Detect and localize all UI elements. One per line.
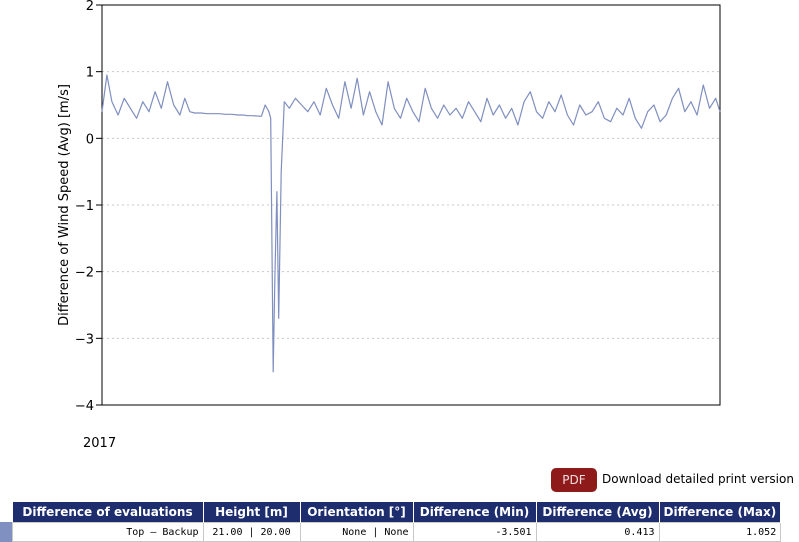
y-tick-label: 1: [86, 66, 94, 81]
pdf-download-button[interactable]: PDF: [551, 468, 597, 492]
table-header-row: Difference of evaluations Height [m] Ori…: [12, 502, 782, 523]
cell-evaluation: Top – Backup: [12, 522, 204, 542]
results-table: Difference of evaluations Height [m] Ori…: [12, 502, 782, 542]
y-tick-label: −4: [75, 399, 94, 414]
line-chart: −4 −3 −2 −1 0 1 2 Difference of Wind Speed (Av…: [57, 0, 721, 414]
y-tick-label: −2: [75, 266, 94, 281]
x-axis-year-label: 2017: [83, 436, 117, 451]
table-row: Top – Backup 21.00 | 20.00 None | None -…: [12, 522, 782, 542]
header-difference-avg: Difference (Avg): [536, 502, 660, 523]
header-difference-of-evaluations: Difference of evaluations: [12, 502, 204, 523]
header-difference-max: Difference (Max): [659, 502, 782, 523]
series-layer: [101, 74, 721, 373]
header-orientation: Orientation [°]: [300, 502, 414, 523]
cell-height: 21.00 | 20.00: [202, 522, 301, 542]
y-axis-label: Difference of Wind Speed (Avg) [m/s]: [57, 84, 72, 326]
y-tick-label: 0: [86, 132, 94, 147]
series-line-0: [101, 74, 721, 373]
cell-difference-max: 1.052: [658, 522, 782, 542]
grid-lines: [102, 71, 720, 339]
cell-difference-min: -3.501: [412, 522, 537, 542]
y-tick-label: −1: [75, 199, 94, 214]
pdf-download-text[interactable]: Download detailed print version: [602, 472, 794, 486]
header-difference-min: Difference (Min): [413, 502, 537, 523]
cell-orientation: None | None: [299, 522, 414, 542]
y-axis-ticks: −4 −3 −2 −1 0 1 2: [75, 0, 102, 414]
cell-difference-avg: 0.413: [535, 522, 660, 542]
header-height: Height [m]: [203, 502, 301, 523]
row-color-marker: [0, 522, 12, 542]
y-tick-label: −3: [75, 332, 94, 347]
y-tick-label: 2: [86, 0, 94, 14]
